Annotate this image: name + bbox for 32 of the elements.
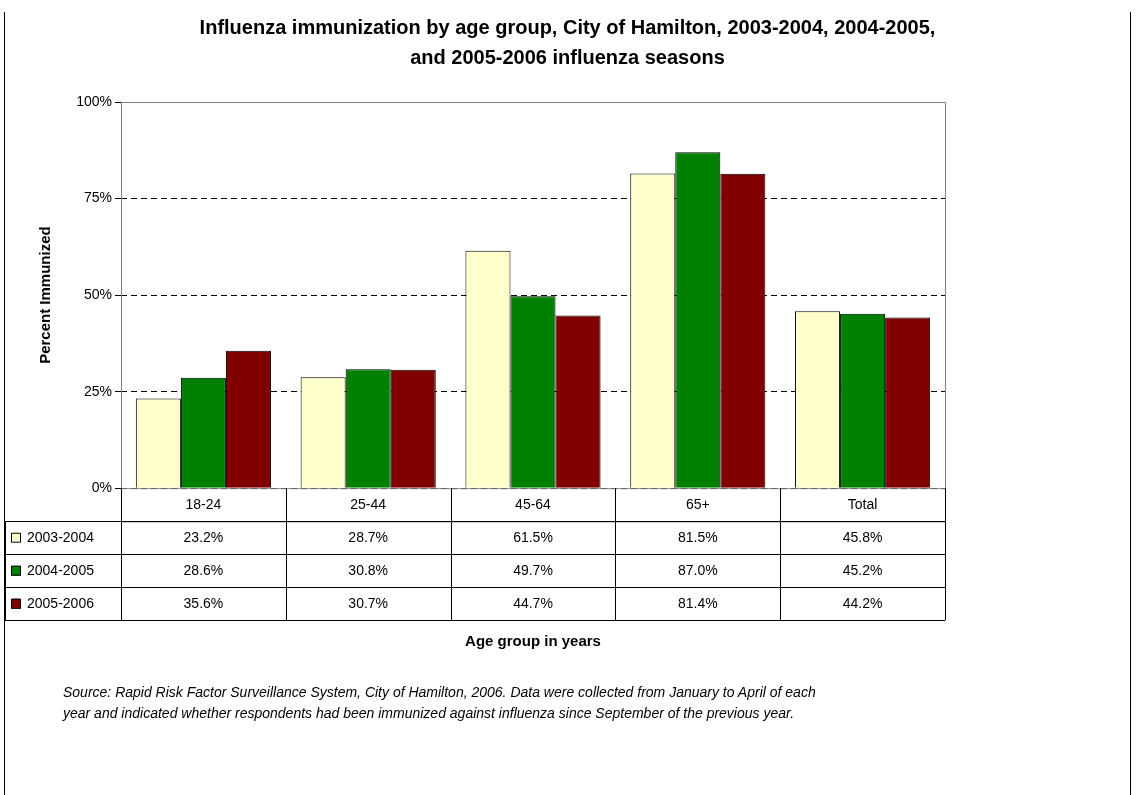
- data-label: 81.5%: [677, 528, 718, 545]
- data-label: 30.7%: [348, 594, 389, 611]
- data-label: 35.6%: [183, 594, 224, 611]
- data-label: 87.0%: [677, 561, 718, 578]
- y-tick-label: 100%: [76, 92, 112, 109]
- x-tick-label: 45-64: [515, 496, 552, 513]
- x-tick-label: 65+: [685, 496, 710, 513]
- y-axis-title: Percent Immunized: [36, 226, 54, 364]
- data-label: 30.8%: [348, 561, 389, 578]
- data-label: 81.4%: [677, 594, 718, 611]
- legend-label: 2004-2005: [27, 561, 95, 578]
- y-tick-label: 0%: [91, 479, 112, 496]
- x-tick-label: 18-24: [185, 496, 222, 513]
- y-tick-label: 75%: [83, 189, 112, 206]
- data-label: 28.6%: [183, 561, 224, 578]
- data-label: 28.7%: [348, 528, 389, 545]
- data-label: 45.8%: [842, 528, 883, 545]
- data-label: 49.7%: [513, 561, 553, 578]
- chart-title: Influenza immunization by age group, City of Hamilton, 2003-2004, 2004-2005, and 2005-2006 influenza seasons: [198, 15, 937, 70]
- legend-label: 2003-2004: [27, 528, 95, 545]
- data-label: 45.2%: [842, 561, 883, 578]
- source-note: Source: Rapid Risk Factor Surveillance System, City of Hamilton, 2006. Data were collected from January to April of each year and indicated whether respondents had been immunized against influenza since September of the previous year.: [63, 683, 817, 723]
- y-tick-label: 50%: [83, 285, 112, 302]
- x-tick-label: 25-44: [350, 496, 387, 513]
- text: Age group in years: [465, 632, 601, 650]
- data-label: 44.2%: [842, 594, 883, 611]
- x-tick-label: Total: [847, 496, 878, 513]
- data-label: 23.2%: [183, 528, 224, 545]
- y-tick-label: 25%: [83, 382, 112, 399]
- data-label: 61.5%: [513, 528, 553, 545]
- data-label: 44.7%: [513, 594, 553, 611]
- legend-label: 2005-2006: [27, 594, 95, 611]
